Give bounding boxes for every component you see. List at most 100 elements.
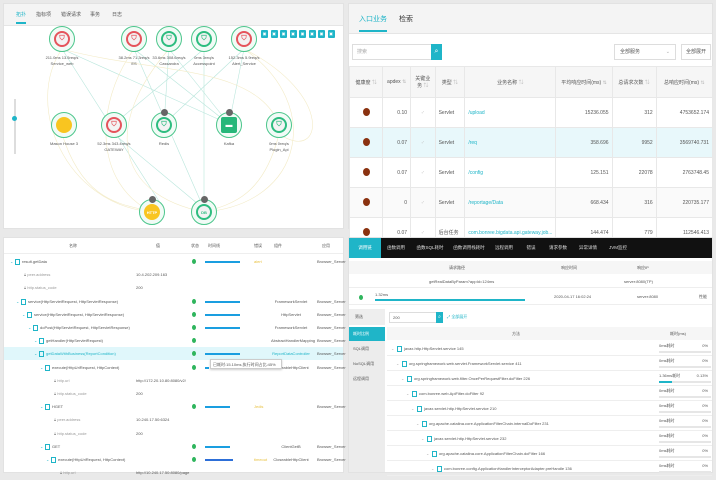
column-header[interactable]: 业务名称 ⇅ [464, 66, 557, 98]
column-header[interactable]: apdex ⇅ [382, 66, 412, 98]
tab-topology[interactable]: 拓扑 [16, 11, 27, 24]
expand-chevron-icon[interactable]: ⌄ [10, 259, 14, 264]
trace-row[interactable]: ⌄ getHandler(HttpServletRequest) AbstractH… [4, 334, 346, 347]
fit-icon[interactable]: ▣ [261, 30, 268, 38]
sidebar-item[interactable]: 远程调用 [353, 376, 369, 381]
download-icon[interactable]: ▣ [318, 30, 325, 38]
topology-node[interactable]: ⛉ [231, 26, 257, 52]
topology-node[interactable]: ⛉ [121, 26, 147, 52]
key-business-icon[interactable]: ♂ [410, 157, 436, 188]
expand-chevron-icon[interactable]: ⌄ [396, 361, 400, 366]
trace-row[interactable]: ⌄ HGET Jedis Browser_Server [4, 400, 346, 413]
tab-logs[interactable]: 日志 [112, 12, 123, 18]
table-row[interactable]: 0.07 ♂ Servlet/req 358.696 9952 3569740.731 [348, 127, 714, 158]
table-row[interactable]: 0.07 ♂ Servlet/config 125.151 22078 2763748.4… [348, 157, 714, 188]
tab-error-requests[interactable]: 错误请求 [61, 12, 82, 18]
expand-chevron-icon[interactable]: ⌄ [416, 421, 420, 426]
filter-icon[interactable]: ▣ [299, 30, 306, 38]
method-row[interactable]: ⌄ javax.http.HttpServlet.service 145 0ms耗时… [387, 341, 712, 356]
expand-chevron-icon[interactable]: ⌄ [34, 351, 38, 357]
trace-row[interactable]: ⌄ execute(HttpUriRequest, HttpContext) Clo… [4, 361, 346, 374]
share-icon[interactable]: ▣ [308, 30, 316, 38]
expand-chevron-icon[interactable]: ⌄ [22, 311, 26, 317]
method-row[interactable]: ⌄ org.apache.catalina.core.ApplicationFil… [387, 446, 712, 461]
expand-chevron-icon[interactable]: ⌄ [431, 466, 435, 471]
copy-icon[interactable]: ▣ [270, 30, 278, 38]
detail-tab[interactable]: 请求参数 [549, 245, 567, 250]
column-header[interactable]: 总请求次数 ⇅ [611, 66, 657, 98]
trace-row[interactable]: ⌄ service(HttpServletRequest, HttpServlet… [4, 295, 346, 308]
topology-node[interactable]: ▬ [216, 109, 242, 138]
trace-row[interactable]: ⌄ execute(HttpUriRequest, HttpContext) tim… [4, 453, 346, 466]
zoom-slider[interactable] [12, 99, 17, 154]
key-business-icon[interactable]: ♂ [410, 97, 436, 128]
detail-tab[interactable]: JVM监控 [609, 245, 627, 250]
method-row[interactable]: ⌄ com.bonree.config.ApplicationHandlerInt… [387, 461, 712, 476]
expand-chevron-icon[interactable]: ⌄ [391, 346, 395, 351]
topology-node[interactable]: ⛉ [191, 26, 217, 52]
method-row[interactable]: ⌄ org.springframework.web.servlet.Framewo… [387, 356, 712, 371]
sort-icon[interactable]: ⇅ [700, 79, 705, 86]
sidebar-item[interactable]: SQL调用 [353, 346, 370, 351]
sort-icon[interactable]: ⇅ [453, 79, 459, 86]
expand-chevron-icon[interactable]: ⌄ [421, 436, 425, 441]
fullscreen-icon[interactable]: ▣ [327, 30, 335, 38]
expand-chevron-icon[interactable]: ⌄ [426, 451, 430, 456]
trace-row[interactable]: ⌄ result.getData alert Browser_Server [4, 255, 346, 268]
trace-row[interactable]: 🔒︎ peer.address 10.240.17.50:6324 [4, 413, 343, 426]
column-header[interactable]: 总响应时间(ms) ⇅ [655, 66, 714, 98]
detail-tab[interactable]: 函数调用 [387, 245, 405, 250]
expand-chevron-icon[interactable]: ⌄ [16, 298, 20, 304]
topology-node[interactable]: ⛉ [49, 26, 75, 52]
sort-icon[interactable]: ⇅ [644, 79, 650, 86]
topology-node[interactable]: ⛉ [266, 112, 292, 138]
trace-row[interactable]: ⌄ GET ClientGetB Browser_Server [4, 440, 346, 453]
method-row[interactable]: ⌄ javax.servlet.http.HttpServlet.service … [387, 401, 712, 416]
trace-row[interactable]: 🔒︎ http.status_code 200 [4, 427, 343, 440]
expand-chevron-icon[interactable]: ⌄ [401, 376, 405, 381]
method-row[interactable]: ⌄ org.apache.catalina.core.ApplicationFil… [387, 416, 712, 431]
trace-row[interactable]: 🔒︎ http.url http://10.240.17.50:8080/page [4, 466, 343, 479]
zoom-slider-handle[interactable] [12, 116, 17, 121]
detail-tab[interactable]: 函数调用栈耗时 [453, 245, 485, 250]
tab-search[interactable]: 检索 [399, 16, 413, 23]
sort-icon[interactable]: ⇅ [371, 79, 377, 86]
sidebar-item[interactable]: 耗时比例 [349, 327, 385, 341]
layout-icon[interactable]: ▣ [280, 30, 287, 38]
detail-tab[interactable]: 远程调用 [495, 245, 513, 250]
key-business-icon[interactable]: ♂ [410, 127, 436, 158]
expand-all-toggle[interactable]: ⤢ 全部展开 [447, 314, 468, 319]
table-row[interactable]: 0.10 ♂ Servlet/upload 15236.055 312 4753652.1… [348, 97, 714, 128]
business-name-link[interactable]: /upload [464, 97, 557, 128]
filter-input[interactable]: 200 [389, 312, 437, 323]
topology-node[interactable]: DB [191, 196, 217, 225]
detail-tab[interactable]: 错误 [526, 245, 536, 250]
column-header[interactable]: 健康度 ⇅ [348, 66, 384, 98]
business-name-link[interactable]: /reportage/Data [464, 187, 557, 218]
method-row[interactable]: ⌄ javax.servlet.http.HttpServlet.service … [387, 431, 712, 446]
method-row[interactable]: ⌄ org.springframework.web.filter.OncePerR… [387, 371, 712, 386]
topology-node[interactable]: ⛉ [151, 109, 177, 138]
business-name-link[interactable]: /config [464, 157, 557, 188]
service-select[interactable]: 全部服务 ⌄ [614, 44, 676, 60]
expand-chevron-icon[interactable]: ⌄ [40, 404, 44, 410]
column-header[interactable]: 关键业务 ⇅ [410, 66, 436, 98]
topology-node[interactable]: ⛉ [156, 26, 182, 52]
expand-chevron-icon[interactable]: ⌄ [40, 443, 44, 449]
trace-row[interactable]: ⌄ doPost(HttpServletRequest, HttpServletR… [4, 321, 346, 334]
search-icon[interactable]: ⌕ [436, 312, 443, 323]
sort-icon[interactable]: ⇅ [423, 83, 429, 89]
sort-icon[interactable]: ⇅ [402, 79, 407, 85]
tab-metrics[interactable]: 指标项 [36, 12, 52, 18]
table-row[interactable]: 0 ♂ Servlet/reportage/Data 668.434 316 220735… [348, 187, 714, 218]
detail-tab[interactable]: 函数SQL耗时 [416, 245, 444, 250]
column-header[interactable]: 平均响应时间(ms) ⇅ [555, 66, 613, 98]
column-header[interactable]: 类型 ⇅ [434, 66, 466, 98]
expand-chevron-icon[interactable]: ⌄ [28, 325, 32, 330]
trace-row[interactable]: ⌄ getDataWithBusiness(ReportCondition) Rep… [4, 347, 346, 361]
detail-tab[interactable]: 调用链 [349, 238, 381, 258]
trace-row[interactable]: 🔒︎ peer.address 10.4.202.209.163 [4, 268, 343, 281]
grid-icon[interactable]: ▣ [289, 30, 297, 38]
search-icon[interactable]: ⌕ [431, 44, 442, 60]
topology-node[interactable] [51, 112, 77, 138]
